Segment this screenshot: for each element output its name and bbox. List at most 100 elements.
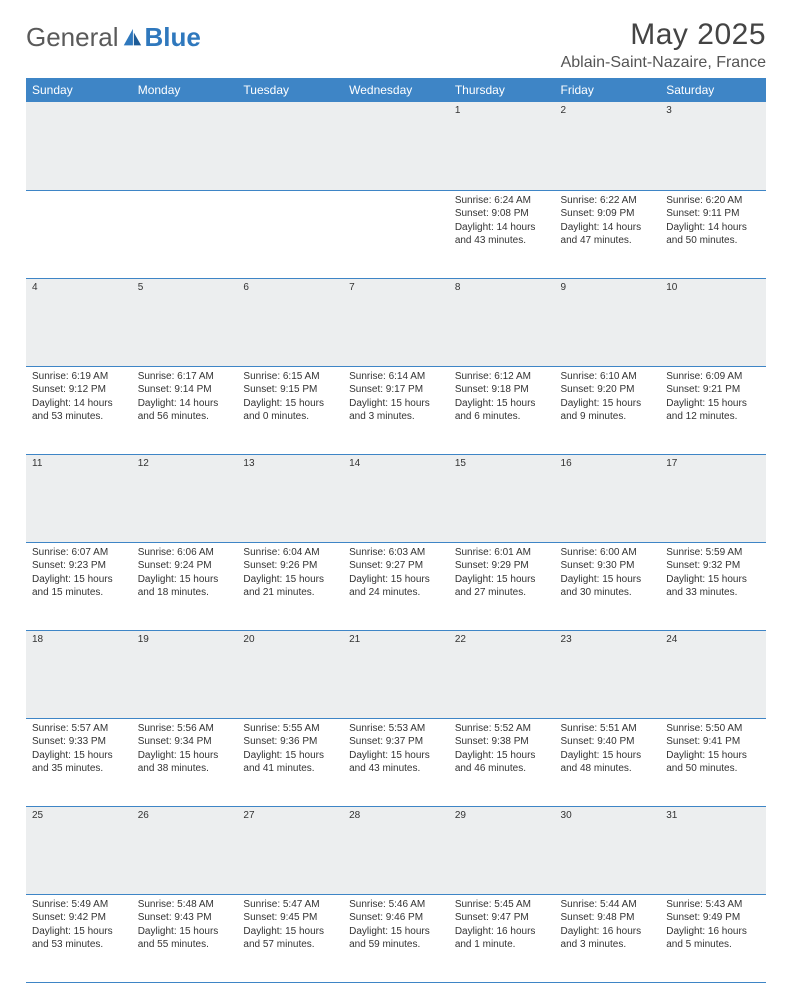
weekday-header: Monday	[132, 78, 238, 102]
daylight-line: Daylight: 15 hours and 43 minutes.	[349, 749, 443, 776]
day-cell: Sunrise: 5:57 AMSunset: 9:33 PMDaylight:…	[26, 718, 132, 806]
day-number: 11	[26, 454, 132, 542]
daylight-line: Daylight: 15 hours and 27 minutes.	[455, 573, 549, 600]
day-number-row: 18192021222324	[26, 630, 766, 718]
header-row: General Blue May 2025 Ablain-Saint-Nazai…	[26, 18, 766, 72]
week-row: Sunrise: 6:19 AMSunset: 9:12 PMDaylight:…	[26, 366, 766, 454]
day-number-row: 123	[26, 102, 766, 190]
sunset-line: Sunset: 9:33 PM	[32, 735, 126, 749]
day-number: 30	[555, 806, 661, 894]
sunset-line: Sunset: 9:38 PM	[455, 735, 549, 749]
day-cell: Sunrise: 6:01 AMSunset: 9:29 PMDaylight:…	[449, 542, 555, 630]
daylight-line: Daylight: 15 hours and 33 minutes.	[666, 573, 760, 600]
daylight-line: Daylight: 15 hours and 53 minutes.	[32, 925, 126, 952]
day-cell: Sunrise: 6:15 AMSunset: 9:15 PMDaylight:…	[237, 366, 343, 454]
calendar-page: General Blue May 2025 Ablain-Saint-Nazai…	[0, 0, 792, 612]
day-cell: Sunrise: 6:03 AMSunset: 9:27 PMDaylight:…	[343, 542, 449, 630]
daylight-line: Daylight: 15 hours and 48 minutes.	[561, 749, 655, 776]
day-cell: Sunrise: 6:12 AMSunset: 9:18 PMDaylight:…	[449, 366, 555, 454]
sunset-line: Sunset: 9:21 PM	[666, 383, 760, 397]
sunset-line: Sunset: 9:48 PM	[561, 911, 655, 925]
daylight-line: Daylight: 15 hours and 15 minutes.	[32, 573, 126, 600]
week-row: Sunrise: 5:49 AMSunset: 9:42 PMDaylight:…	[26, 894, 766, 982]
sunset-line: Sunset: 9:46 PM	[349, 911, 443, 925]
sunrise-line: Sunrise: 5:52 AM	[455, 722, 549, 736]
sunrise-line: Sunrise: 5:47 AM	[243, 898, 337, 912]
day-cell: Sunrise: 6:20 AMSunset: 9:11 PMDaylight:…	[660, 190, 766, 278]
day-number: 6	[237, 278, 343, 366]
sunrise-line: Sunrise: 6:07 AM	[32, 546, 126, 560]
sunset-line: Sunset: 9:12 PM	[32, 383, 126, 397]
day-cell: Sunrise: 5:45 AMSunset: 9:47 PMDaylight:…	[449, 894, 555, 982]
day-number: 28	[343, 806, 449, 894]
day-number: 29	[449, 806, 555, 894]
day-number: 22	[449, 630, 555, 718]
day-cell: Sunrise: 6:07 AMSunset: 9:23 PMDaylight:…	[26, 542, 132, 630]
sunrise-line: Sunrise: 5:55 AM	[243, 722, 337, 736]
daylight-line: Daylight: 15 hours and 9 minutes.	[561, 397, 655, 424]
day-cell: Sunrise: 5:46 AMSunset: 9:46 PMDaylight:…	[343, 894, 449, 982]
day-number: 8	[449, 278, 555, 366]
day-cell: Sunrise: 6:14 AMSunset: 9:17 PMDaylight:…	[343, 366, 449, 454]
daylight-line: Daylight: 15 hours and 12 minutes.	[666, 397, 760, 424]
day-number-row: 45678910	[26, 278, 766, 366]
day-cell: Sunrise: 6:00 AMSunset: 9:30 PMDaylight:…	[555, 542, 661, 630]
day-cell	[343, 190, 449, 278]
daylight-line: Daylight: 15 hours and 21 minutes.	[243, 573, 337, 600]
weekday-header: Friday	[555, 78, 661, 102]
day-number: 13	[237, 454, 343, 542]
sunset-line: Sunset: 9:30 PM	[561, 559, 655, 573]
day-number: 3	[660, 102, 766, 190]
sunset-line: Sunset: 9:24 PM	[138, 559, 232, 573]
day-number	[237, 102, 343, 190]
sunrise-line: Sunrise: 5:45 AM	[455, 898, 549, 912]
week-row: Sunrise: 5:57 AMSunset: 9:33 PMDaylight:…	[26, 718, 766, 806]
sunrise-line: Sunrise: 6:12 AM	[455, 370, 549, 384]
daylight-line: Daylight: 15 hours and 55 minutes.	[138, 925, 232, 952]
weekday-header-row: SundayMondayTuesdayWednesdayThursdayFrid…	[26, 78, 766, 102]
sunrise-line: Sunrise: 6:00 AM	[561, 546, 655, 560]
daylight-line: Daylight: 16 hours and 1 minute.	[455, 925, 549, 952]
sunset-line: Sunset: 9:49 PM	[666, 911, 760, 925]
sunrise-line: Sunrise: 6:22 AM	[561, 194, 655, 208]
day-cell: Sunrise: 6:09 AMSunset: 9:21 PMDaylight:…	[660, 366, 766, 454]
sunrise-line: Sunrise: 5:44 AM	[561, 898, 655, 912]
sunrise-line: Sunrise: 6:01 AM	[455, 546, 549, 560]
day-cell: Sunrise: 6:22 AMSunset: 9:09 PMDaylight:…	[555, 190, 661, 278]
day-number: 1	[449, 102, 555, 190]
day-number: 25	[26, 806, 132, 894]
location-label: Ablain-Saint-Nazaire, France	[561, 54, 766, 72]
sunset-line: Sunset: 9:36 PM	[243, 735, 337, 749]
day-cell: Sunrise: 5:50 AMSunset: 9:41 PMDaylight:…	[660, 718, 766, 806]
sunset-line: Sunset: 9:34 PM	[138, 735, 232, 749]
day-cell: Sunrise: 6:10 AMSunset: 9:20 PMDaylight:…	[555, 366, 661, 454]
sunset-line: Sunset: 9:47 PM	[455, 911, 549, 925]
day-number: 16	[555, 454, 661, 542]
day-cell: Sunrise: 5:56 AMSunset: 9:34 PMDaylight:…	[132, 718, 238, 806]
day-number: 19	[132, 630, 238, 718]
week-row: Sunrise: 6:24 AMSunset: 9:08 PMDaylight:…	[26, 190, 766, 278]
sunset-line: Sunset: 9:11 PM	[666, 207, 760, 221]
day-number	[26, 102, 132, 190]
weekday-header: Tuesday	[237, 78, 343, 102]
sunset-line: Sunset: 9:08 PM	[455, 207, 549, 221]
day-number: 21	[343, 630, 449, 718]
sunset-line: Sunset: 9:09 PM	[561, 207, 655, 221]
sunrise-line: Sunrise: 5:57 AM	[32, 722, 126, 736]
sunset-line: Sunset: 9:32 PM	[666, 559, 760, 573]
brand-sail-icon	[121, 27, 143, 49]
weekday-header: Saturday	[660, 78, 766, 102]
day-number-row: 11121314151617	[26, 454, 766, 542]
weekday-header: Thursday	[449, 78, 555, 102]
daylight-line: Daylight: 15 hours and 41 minutes.	[243, 749, 337, 776]
day-cell: Sunrise: 5:48 AMSunset: 9:43 PMDaylight:…	[132, 894, 238, 982]
day-cell	[132, 190, 238, 278]
daylight-line: Daylight: 15 hours and 30 minutes.	[561, 573, 655, 600]
daylight-line: Daylight: 16 hours and 3 minutes.	[561, 925, 655, 952]
day-number: 17	[660, 454, 766, 542]
sunset-line: Sunset: 9:42 PM	[32, 911, 126, 925]
brand-part2: Blue	[145, 22, 201, 53]
sunset-line: Sunset: 9:20 PM	[561, 383, 655, 397]
daylight-line: Daylight: 15 hours and 35 minutes.	[32, 749, 126, 776]
day-cell: Sunrise: 5:59 AMSunset: 9:32 PMDaylight:…	[660, 542, 766, 630]
